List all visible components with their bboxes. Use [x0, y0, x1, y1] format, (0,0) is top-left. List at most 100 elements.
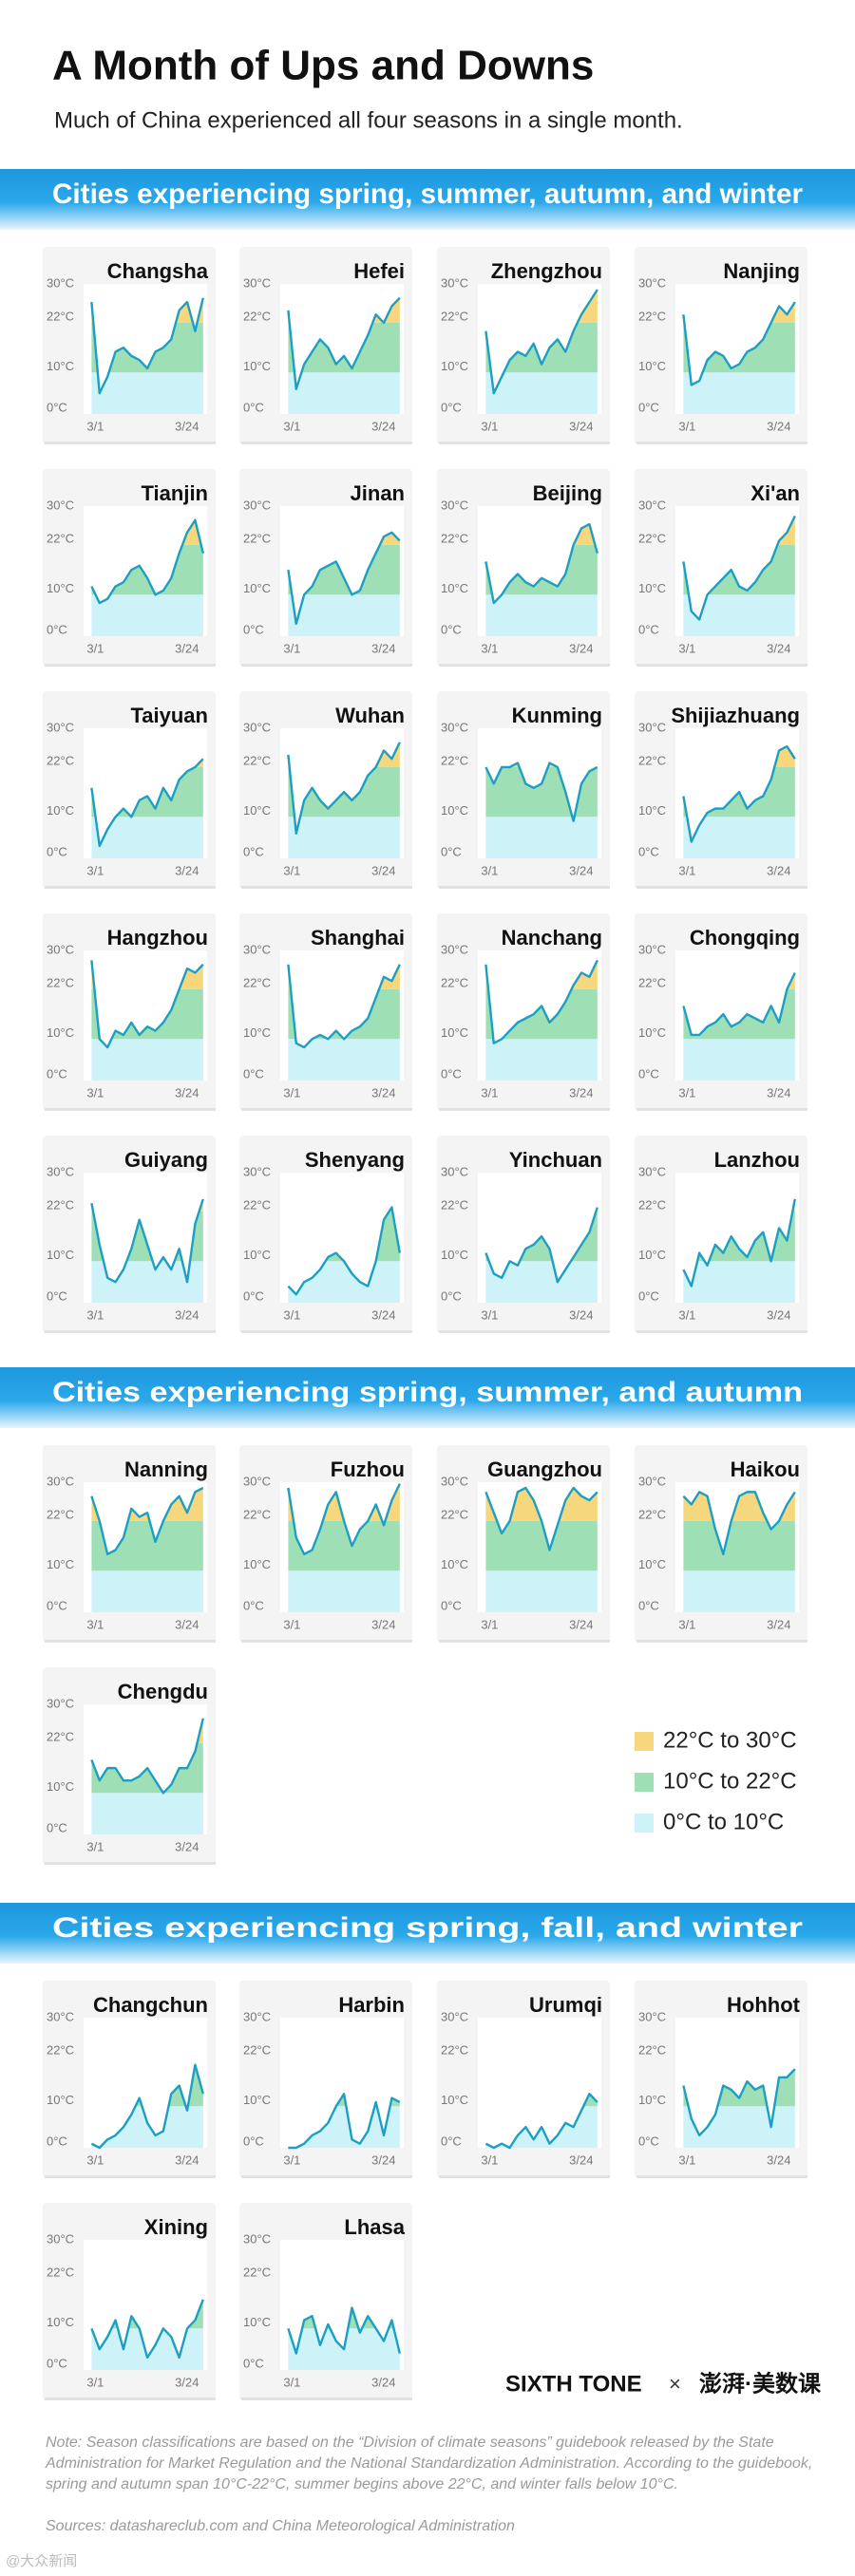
partner-logo: 澎湃·美数课 — [699, 2370, 822, 2397]
y-tick-label: 10°C — [243, 2093, 271, 2107]
y-tick-label: 10°C — [638, 359, 666, 373]
card-shadow — [636, 442, 808, 444]
y-tick-label: 10°C — [47, 359, 74, 373]
city-name: Hefei — [353, 259, 405, 283]
y-tick-label: 10°C — [243, 1557, 271, 1571]
y-tick-label: 30°C — [47, 720, 74, 734]
y-tick-label: 22°C — [47, 1729, 74, 1743]
y-tick-label: 10°C — [638, 1557, 666, 1571]
y-tick-label: 10°C — [243, 803, 271, 818]
x-tick-label: 3/24 — [371, 2153, 395, 2167]
y-tick-label: 22°C — [441, 1507, 468, 1521]
y-tick-label: 22°C — [638, 1197, 666, 1212]
card-shadow — [241, 1330, 412, 1333]
note: Note: Season classifications are based o… — [46, 2435, 813, 2492]
y-tick-label: 22°C — [243, 531, 271, 545]
y-tick-label: 0°C — [243, 1066, 264, 1081]
temperature-line — [484, 289, 598, 395]
city-chart: 0°C 10°C 22°C 30°C 3/1 3/24 Xining — [43, 2203, 216, 2400]
card-shadow — [241, 1640, 412, 1643]
city-chart: 0°C 10°C 22°C 30°C 3/1 3/24 Lhasa — [239, 2203, 412, 2400]
city-chart: 0°C 10°C 22°C 30°C 3/1 3/24 Shenyang — [239, 1136, 412, 1333]
x-tick-label: 3/24 — [175, 1307, 199, 1322]
y-tick-label: 10°C — [638, 1025, 666, 1040]
card-shadow — [636, 1330, 808, 1333]
temperature-line — [90, 758, 204, 848]
card-shadow — [241, 2397, 412, 2400]
city-name: Xining — [144, 2215, 208, 2239]
y-tick-label: 10°C — [441, 1248, 468, 1262]
y-tick-label: 30°C — [47, 498, 74, 512]
x-tick-label: 3/1 — [283, 1307, 300, 1322]
city-name: Hohhot — [727, 1993, 801, 2017]
card-shadow — [439, 2175, 610, 2178]
x-tick-label: 3/1 — [283, 1617, 300, 1631]
y-tick-label: 0°C — [47, 2356, 67, 2370]
temperature-line — [484, 1486, 598, 1551]
sources: Sources: datashareclub.com and China Met… — [46, 2518, 515, 2534]
card-shadow — [439, 886, 610, 889]
card-shadow — [45, 1108, 216, 1111]
y-tick-label: 30°C — [47, 1696, 74, 1710]
temperature-line — [682, 301, 796, 386]
y-tick-label: 10°C — [638, 1248, 666, 1262]
x-tick-label: 3/1 — [481, 419, 498, 433]
y-tick-label: 30°C — [47, 1164, 74, 1178]
temperature-line — [90, 518, 204, 605]
x-tick-label: 3/24 — [371, 2375, 395, 2389]
y-tick-label: 0°C — [638, 622, 659, 636]
x-tick-label: 3/24 — [371, 863, 395, 877]
y-tick-label: 22°C — [47, 2042, 74, 2057]
temperature-line — [484, 959, 598, 1044]
y-tick-label: 30°C — [441, 498, 468, 512]
y-tick-label: 22°C — [47, 309, 74, 323]
x-tick-label: 3/24 — [175, 641, 199, 655]
y-tick-label: 10°C — [47, 581, 74, 595]
card-shadow — [45, 2397, 216, 2400]
city-chart: 0°C 10°C 22°C 30°C 3/1 3/24 Urumqi — [437, 1981, 610, 2178]
y-tick-label: 10°C — [638, 803, 666, 818]
y-tick-label: 10°C — [47, 2315, 74, 2329]
y-tick-label: 22°C — [638, 1507, 666, 1521]
card-shadow — [241, 886, 412, 889]
y-tick-label: 0°C — [243, 2356, 264, 2370]
x-tick-label: 3/24 — [569, 863, 593, 877]
season-band — [485, 1520, 598, 1571]
temperature-line — [90, 1486, 204, 1556]
y-tick-label: 30°C — [243, 942, 271, 956]
y-tick-label: 10°C — [441, 1557, 468, 1571]
x-tick-label: 3/1 — [283, 2375, 300, 2389]
temperature-line — [484, 522, 598, 605]
city-name: Taiyuan — [130, 704, 208, 727]
y-tick-label: 22°C — [243, 975, 271, 989]
city-chart: 0°C 10°C 22°C 30°C 3/1 3/24 Guiyang — [43, 1136, 216, 1333]
y-tick-label: 0°C — [47, 400, 67, 414]
city-name: Nanning — [124, 1457, 208, 1481]
season-band — [485, 817, 598, 858]
city-chart: 0°C 10°C 22°C 30°C 3/1 3/24 Nanjing — [635, 247, 808, 444]
x-tick-label: 3/1 — [283, 2153, 300, 2167]
y-tick-label: 0°C — [47, 844, 67, 858]
y-tick-label: 10°C — [441, 803, 468, 818]
season-band — [683, 1039, 795, 1081]
y-tick-label: 0°C — [638, 1288, 659, 1303]
city-name: Hangzhou — [107, 926, 208, 950]
x-tick-label: 3/24 — [569, 419, 593, 433]
x-tick-label: 3/24 — [371, 641, 395, 655]
x-tick-label: 3/24 — [569, 2153, 593, 2167]
city-chart: 0°C 10°C 22°C 30°C 3/1 3/24 Fuzhou — [239, 1445, 412, 1643]
season-band — [288, 372, 400, 414]
x-tick-label: 3/24 — [767, 1085, 790, 1100]
season-band — [288, 817, 400, 858]
legend-swatch — [635, 1814, 654, 1833]
temperature-line — [287, 1483, 401, 1556]
y-tick-label: 22°C — [638, 309, 666, 323]
temperature-line — [287, 1206, 401, 1296]
city-name: Shijiazhuang — [671, 704, 800, 727]
y-tick-label: 30°C — [47, 275, 74, 290]
city-name: Changchun — [93, 1993, 208, 2017]
y-tick-label: 0°C — [441, 2134, 462, 2148]
y-tick-label: 30°C — [638, 2009, 666, 2023]
season-band — [91, 594, 203, 636]
city-name: Guangzhou — [487, 1457, 602, 1481]
